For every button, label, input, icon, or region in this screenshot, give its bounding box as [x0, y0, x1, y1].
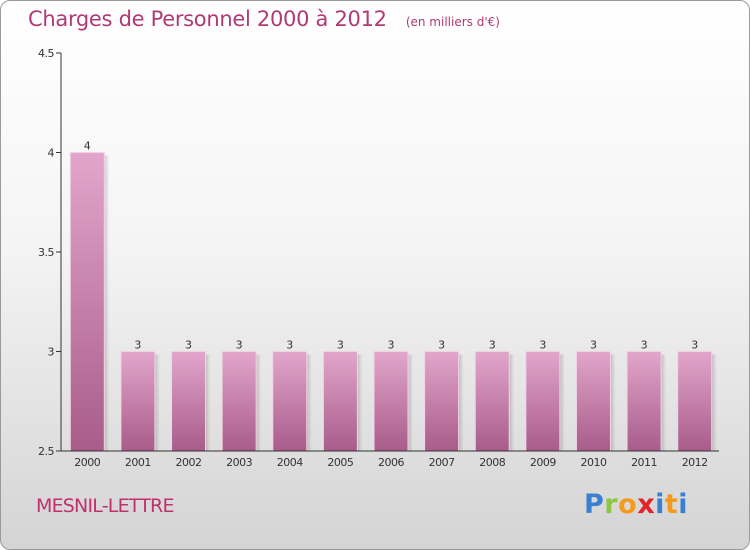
- bar-shadow: [559, 354, 565, 451]
- bar-shadow: [104, 155, 110, 451]
- logo-letter: x: [637, 489, 656, 520]
- x-tick-label: 2011: [631, 456, 657, 469]
- logo-letter: P: [584, 489, 605, 520]
- bar-shadow: [458, 354, 464, 451]
- data-label: 3: [590, 339, 597, 352]
- x-tick-label: 2006: [378, 456, 404, 469]
- bar-2005[interactable]: [322, 351, 358, 452]
- data-label: 3: [438, 339, 445, 352]
- y-tick-label: 3: [48, 346, 55, 359]
- data-label: 3: [539, 339, 546, 352]
- data-label: 3: [388, 339, 395, 352]
- bar-2000[interactable]: [69, 152, 105, 452]
- chart-subtitle: (en milliers d'€): [405, 15, 500, 29]
- bar-2011[interactable]: [626, 351, 662, 452]
- bar-shadow: [408, 354, 413, 451]
- y-tick-label: 3.5: [38, 246, 54, 259]
- bar-2004[interactable]: [272, 351, 308, 452]
- x-tick-label: 2012: [682, 456, 708, 469]
- y-tick-label: 4: [48, 147, 55, 160]
- chart-title: Charges de Personnel 2000 à 2012: [28, 7, 387, 31]
- bar-shadow: [205, 354, 211, 451]
- data-label: 3: [641, 339, 648, 352]
- commune-name: MESNIL-LETTRE: [36, 495, 174, 517]
- data-label: 3: [134, 339, 141, 352]
- logo-letter: r: [604, 489, 619, 520]
- logo-letter: t: [664, 489, 679, 520]
- bar-2001[interactable]: [120, 351, 156, 452]
- bar-shadow: [509, 354, 515, 451]
- y-tick-label: 4.5: [38, 47, 54, 60]
- x-tick-label: 2007: [429, 456, 455, 469]
- logo-letter: o: [618, 489, 638, 520]
- data-label: 3: [236, 339, 243, 352]
- x-tick-label: 2000: [74, 456, 100, 469]
- data-label: 3: [489, 339, 496, 352]
- x-tick-label: 2004: [277, 456, 303, 469]
- bar-shadow: [661, 354, 667, 451]
- bar-2012[interactable]: [677, 351, 713, 452]
- bar-shadow: [256, 354, 262, 451]
- bar-shadow: [357, 354, 363, 451]
- data-label: 3: [286, 339, 293, 352]
- proxiti-logo[interactable]: Proxiti: [584, 489, 688, 520]
- data-label: 4: [84, 140, 91, 153]
- x-tick-label: 2001: [125, 456, 151, 469]
- bar-2007[interactable]: [424, 351, 460, 452]
- x-tick-label: 2003: [226, 456, 252, 469]
- bar-2002[interactable]: [171, 351, 207, 452]
- x-tick-label: 2005: [327, 456, 353, 469]
- data-label: 3: [185, 339, 192, 352]
- bar-2009[interactable]: [525, 351, 561, 452]
- bar-2008[interactable]: [474, 351, 510, 452]
- logo-letter: i: [655, 489, 665, 520]
- title-row: Charges de Personnel 2000 à 2012 (en mil…: [28, 7, 500, 31]
- x-tick-label: 2008: [479, 456, 505, 469]
- logo-letter: i: [678, 489, 689, 520]
- x-tick-label: 2002: [176, 456, 202, 469]
- data-label: 3: [691, 339, 698, 352]
- y-tick-label: 2.5: [38, 445, 54, 458]
- bar-2003[interactable]: [221, 351, 257, 452]
- bar-2006[interactable]: [373, 351, 409, 452]
- bar-shadow: [154, 354, 160, 451]
- x-tick-label: 2010: [580, 456, 606, 469]
- x-tick-label: 2009: [530, 456, 556, 469]
- bar-2010[interactable]: [575, 351, 611, 452]
- bar-shadow: [711, 354, 717, 451]
- data-label: 3: [337, 339, 344, 352]
- bar-shadow: [610, 354, 616, 451]
- bar-shadow: [306, 354, 312, 451]
